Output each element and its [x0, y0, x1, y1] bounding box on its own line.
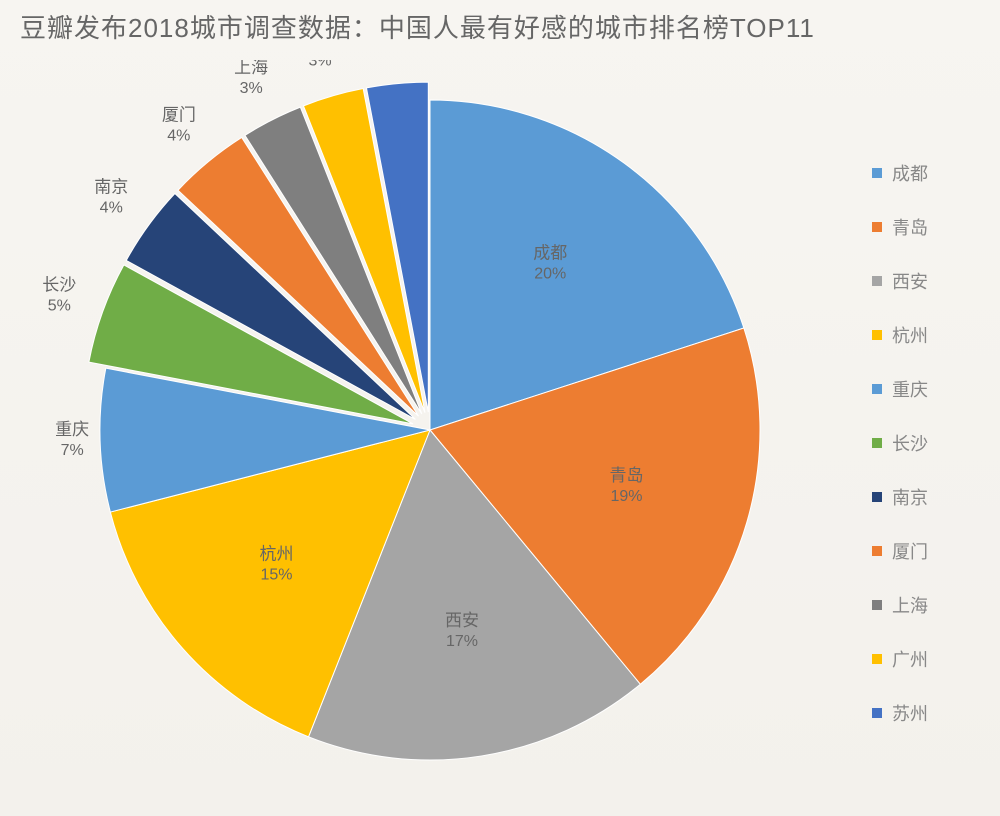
legend-label: 苏州 [892, 700, 928, 726]
legend: 成都青岛西安杭州重庆长沙南京厦门上海广州苏州 [872, 160, 982, 754]
page-title: 豆瓣发布2018城市调查数据：中国人最有好感的城市排名榜TOP11 [20, 8, 980, 45]
legend-swatch [872, 384, 882, 394]
slice-percent: 17% [446, 633, 478, 650]
legend-label: 成都 [892, 160, 928, 186]
legend-swatch [872, 492, 882, 502]
legend-label: 青岛 [892, 214, 928, 240]
slice-label: 西安 [445, 611, 479, 630]
legend-label: 杭州 [892, 322, 928, 348]
legend-item: 长沙 [872, 430, 982, 456]
legend-swatch [872, 276, 882, 286]
page: 豆瓣发布2018城市调查数据：中国人最有好感的城市排名榜TOP11 成都 20% 青… [0, 0, 1000, 816]
legend-label: 厦门 [892, 538, 928, 564]
slice-label: 青岛 [609, 466, 643, 485]
legend-item: 青岛 [872, 214, 982, 240]
legend-label: 重庆 [892, 376, 928, 402]
slice-percent: 20% [534, 265, 566, 282]
legend-swatch [872, 168, 882, 178]
slice-percent: 3% [240, 80, 263, 97]
slice-label: 重庆 [55, 420, 89, 439]
legend-swatch [872, 708, 882, 718]
legend-swatch [872, 654, 882, 664]
slice-label: 杭州 [260, 544, 294, 563]
slice-percent: 5% [48, 298, 71, 315]
slice-label: 成都 [533, 243, 567, 262]
legend-item: 杭州 [872, 322, 982, 348]
legend-item: 上海 [872, 592, 982, 618]
legend-label: 南京 [892, 484, 928, 510]
slice-percent: 15% [261, 566, 293, 583]
legend-swatch [872, 546, 882, 556]
legend-item: 厦门 [872, 538, 982, 564]
slice-label: 上海 [234, 60, 268, 77]
legend-swatch [872, 330, 882, 340]
legend-label: 上海 [892, 592, 928, 618]
legend-item: 广州 [872, 646, 982, 672]
legend-label: 长沙 [892, 430, 928, 456]
slice-percent: 3% [309, 60, 332, 70]
legend-item: 西安 [872, 268, 982, 294]
slice-percent: 4% [100, 199, 123, 216]
slice-percent: 7% [61, 442, 84, 459]
legend-label: 西安 [892, 268, 928, 294]
legend-item: 南京 [872, 484, 982, 510]
legend-swatch [872, 600, 882, 610]
pie-chart: 成都 20% 青岛 19% 西安 17% 杭州 15% 重庆 7% 长沙 5% 南京 4% 厦门 4% 上海 3%… [20, 60, 840, 800]
slice-percent: 19% [610, 488, 642, 505]
slice-percent: 4% [167, 127, 190, 144]
legend-item: 成都 [872, 160, 982, 186]
legend-swatch [872, 222, 882, 232]
legend-label: 广州 [892, 646, 928, 672]
legend-swatch [872, 438, 882, 448]
slice-label: 南京 [94, 177, 128, 196]
pie-svg: 成都 20% 青岛 19% 西安 17% 杭州 15% 重庆 7% 长沙 5% 南京 4% 厦门 4% 上海 3%… [20, 60, 840, 800]
legend-item: 重庆 [872, 376, 982, 402]
legend-item: 苏州 [872, 700, 982, 726]
slice-label: 厦门 [162, 105, 196, 124]
slice-label: 长沙 [42, 276, 76, 295]
